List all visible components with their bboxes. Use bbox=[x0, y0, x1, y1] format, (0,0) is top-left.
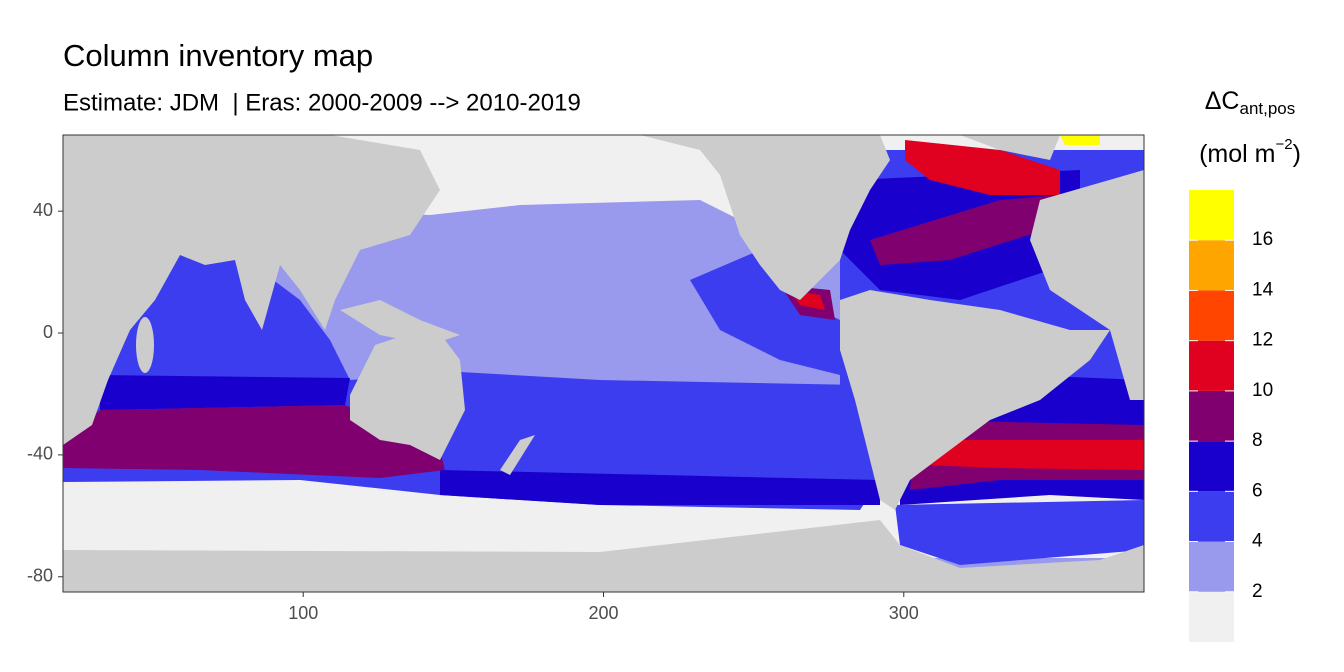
legend-title-main: ΔC bbox=[1205, 87, 1240, 115]
map-panel bbox=[63, 135, 1144, 592]
legend-swatch bbox=[1189, 441, 1234, 492]
legend-unit-main: (mol m bbox=[1199, 140, 1275, 168]
legend-swatch bbox=[1189, 190, 1234, 241]
land-greenland bbox=[960, 135, 1060, 160]
legend-swatch bbox=[1189, 390, 1234, 442]
y-tick-label: 0 bbox=[43, 322, 53, 342]
ocean-pacific-south-band bbox=[440, 470, 880, 505]
land-south-america bbox=[840, 290, 1110, 510]
x-tick-label: 300 bbox=[889, 603, 919, 623]
legend-swatch bbox=[1189, 240, 1234, 291]
y-tick-label: -40 bbox=[27, 444, 53, 464]
ocean-east-pacific bbox=[690, 250, 860, 380]
land bbox=[63, 135, 1144, 592]
legend-tick-label: 2 bbox=[1252, 581, 1263, 602]
legend-unit: (mol m−2) bbox=[1199, 136, 1301, 168]
legend-swatch bbox=[1189, 541, 1234, 592]
land-afro-eurasia bbox=[63, 135, 440, 445]
legend-swatch bbox=[1189, 340, 1234, 391]
land-europe-africa bbox=[1030, 170, 1144, 400]
y-tick-label: 40 bbox=[33, 200, 53, 220]
chart-subtitle: Estimate: JDM | Eras: 2000-2009 --> 2010… bbox=[63, 89, 581, 116]
land-antarctica bbox=[63, 520, 1144, 592]
y-tick-label: -80 bbox=[27, 566, 53, 586]
land-new-zealand bbox=[500, 435, 535, 475]
chart-title: Column inventory map bbox=[63, 38, 373, 73]
legend-tick-label: 8 bbox=[1252, 430, 1263, 451]
legend-unit-sup: −2 bbox=[1275, 136, 1292, 153]
land-north-america bbox=[640, 135, 890, 300]
legend-tick-label: 14 bbox=[1252, 279, 1274, 300]
legend-swatch bbox=[1189, 290, 1234, 341]
land-australia bbox=[350, 330, 465, 460]
ocean-north-atlantic-red bbox=[905, 140, 1060, 195]
ocean-indian-band bbox=[100, 375, 350, 410]
legend-tick-label: 10 bbox=[1252, 380, 1273, 401]
ocean-indian-purple bbox=[63, 405, 445, 478]
legend-swatch bbox=[1189, 591, 1234, 642]
legend-tick-label: 16 bbox=[1252, 229, 1273, 250]
ocean-weddell bbox=[895, 500, 1144, 565]
legend-tick-label: 12 bbox=[1252, 330, 1273, 351]
legend-tick-label: 6 bbox=[1252, 480, 1263, 501]
land-madagascar bbox=[136, 317, 154, 373]
legend-swatch bbox=[1189, 491, 1234, 542]
x-tick-label: 100 bbox=[288, 603, 318, 623]
legend-tick-label: 4 bbox=[1252, 531, 1263, 552]
ocean-arctic-yellow bbox=[1060, 135, 1100, 145]
ocean-south-atlantic-red bbox=[925, 440, 1144, 470]
legend-title-sub: ant,pos bbox=[1240, 99, 1296, 118]
legend-unit-end: ) bbox=[1293, 140, 1301, 168]
ocean-north-atlantic-purple bbox=[870, 195, 1060, 265]
legend-title: ΔCant,pos bbox=[1205, 87, 1296, 119]
x-tick-label: 200 bbox=[588, 603, 618, 623]
land-indonesia bbox=[340, 300, 460, 345]
